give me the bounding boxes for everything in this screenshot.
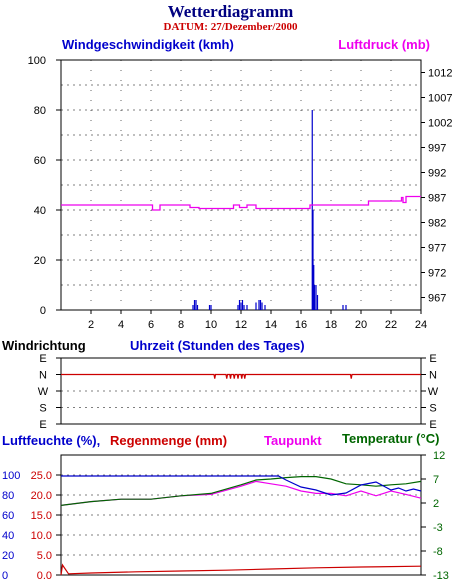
pressure-tick-label: 1002 [428,118,452,130]
wind-direction-line [61,373,421,379]
direction-tick-label: W [38,386,49,398]
pressure-tick-label: 982 [428,218,446,230]
temperature-tick-label: 2 [433,498,439,510]
direction-tick-label: E [39,353,46,365]
chart-date: DATUM: 27/Dezember/2000 [163,21,298,33]
temperature-line [60,476,422,506]
temperature-label: Temperatur (°C) [342,431,439,446]
pressure-tick-label: 977 [428,243,446,255]
hour-tick-label: 18 [325,319,337,331]
humidity-tick-label: 60 [2,510,14,522]
rain-tick-label: 25.0 [31,470,52,482]
wind-speed-axis-label: Windgeschwindigkeit (kmh) [62,37,234,52]
humidity-tick-label: 20 [2,550,14,562]
temperature-tick-label: 12 [433,450,445,462]
pressure-tick-label: 1007 [428,93,452,105]
humidity-line [61,475,422,496]
dewpoint-label: Taupunkt [264,433,322,448]
temperature-tick-label: -8 [433,546,443,558]
direction-tick-label: S [39,403,46,415]
rain-tick-label: 5.0 [37,550,52,562]
hour-tick-label: 6 [148,319,154,331]
direction-tick-label: W [428,386,439,398]
pressure-tick-label: 1012 [428,68,452,80]
wind-tick-label: 100 [28,55,46,67]
rain-line [60,563,422,576]
direction-tick-label: E [39,419,46,431]
pressure-tick-label: 987 [428,193,446,205]
hour-tick-label: 8 [178,319,184,331]
humidity-tick-label: 0 [2,570,8,582]
humidity-tick-label: 40 [2,530,14,542]
direction-tick-label: N [39,370,47,382]
rain-tick-label: 0.0 [37,570,52,582]
wind-tick-label: 60 [34,155,46,167]
temperature-tick-label: -13 [433,570,449,582]
temperature-tick-label: 7 [433,474,439,486]
chart-title: Wetterdiagramm [167,2,294,21]
hour-tick-label: 20 [355,319,367,331]
pressure-tick-label: 997 [428,143,446,155]
hour-tick-label: 16 [295,319,307,331]
wind-tick-label: 40 [34,205,46,217]
hour-tick-label: 2 [88,319,94,331]
humidity-tick-label: 80 [2,490,14,502]
rain-tick-label: 15.0 [31,510,52,522]
direction-tick-label: N [429,370,437,382]
pressure-tick-label: 992 [428,168,446,180]
direction-tick-label: S [429,403,436,415]
rain-tick-label: 20.0 [31,490,52,502]
hour-tick-label: 24 [415,319,427,331]
hour-tick-label: 22 [385,319,397,331]
wind-tick-label: 20 [34,255,46,267]
pressure-tick-label: 967 [428,293,446,305]
hour-tick-label: 14 [265,319,277,331]
humidity-rain-temp-panel: 0 20 40 60 80 100 0.0 5.0 10.0 15.0 20.0 25.0 -13 -8 -… [2,450,449,582]
humidity-label: Luftfeuchte (%), [2,433,100,448]
hour-tick-label: 10 [205,319,217,331]
wind-direction-title: Windrichtung [2,338,86,353]
wind-tick-label: 80 [34,105,46,117]
wind-tick-label: 0 [40,305,46,317]
direction-tick-label: E [429,419,436,431]
direction-tick-label: E [429,353,436,365]
rain-label: Regenmenge (mm) [110,433,227,448]
humidity-tick-label: 100 [2,470,20,482]
pressure-axis-label: Luftdruck (mb) [338,37,430,52]
hour-tick-label: 12 [235,319,247,331]
rain-tick-label: 10.0 [31,530,52,542]
temperature-tick-label: -3 [433,522,443,534]
wind-direction-panel: E EN NW WS SE E [38,353,439,431]
hour-tick-label: 4 [118,319,124,331]
time-axis-label: Uhrzeit (Stunden des Tages) [130,338,305,353]
pressure-line [61,195,421,211]
pressure-tick-label: 972 [428,268,446,280]
wind-pressure-panel: 0 20 40 60 80 100 967 972 977 982 987 992 997 1002 100… [28,55,453,331]
